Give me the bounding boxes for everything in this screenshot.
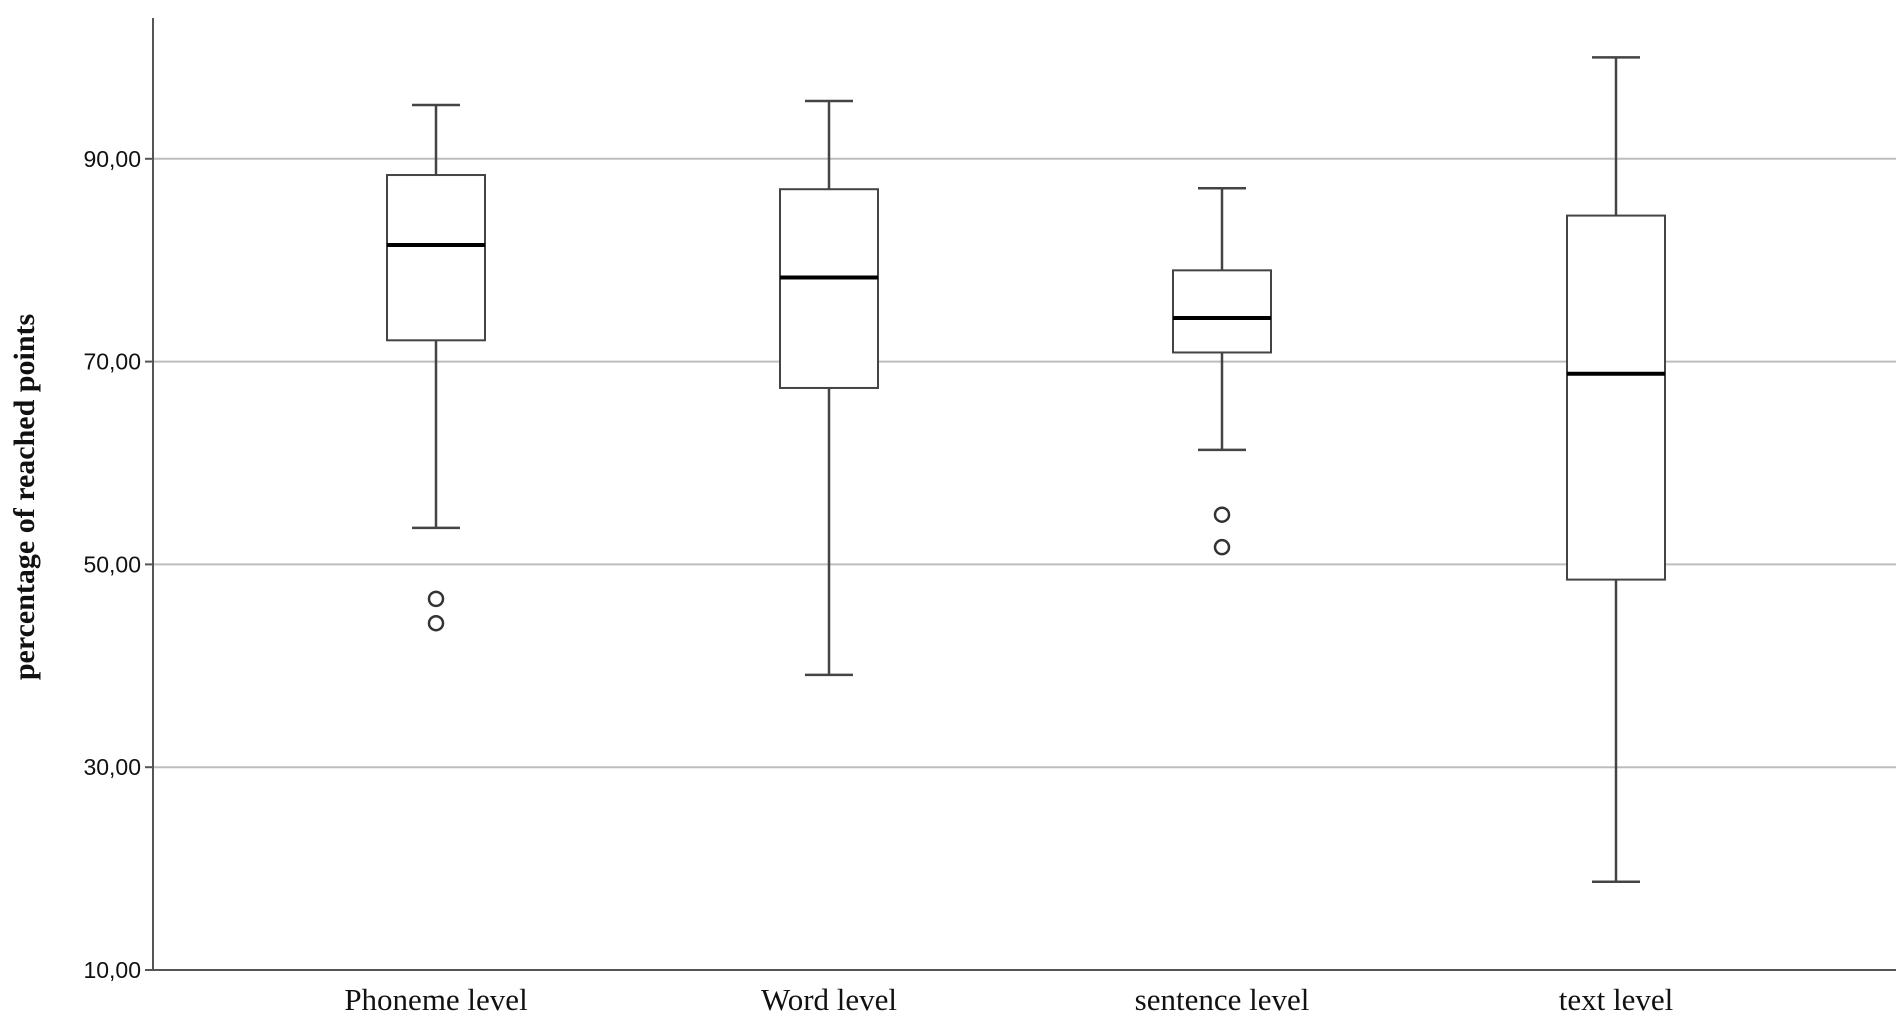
iqr-box [1566, 214, 1666, 581]
y-tick-label: 30,00 [83, 754, 141, 780]
boxes [386, 56, 1666, 884]
x-category-labels: Phoneme level Word level sentence level tex… [344, 982, 1673, 1017]
x-category-label: Phoneme level [344, 982, 527, 1017]
box-group [1172, 186, 1272, 556]
x-category-label: Word level [761, 982, 897, 1017]
y-tick-labels: 10,00 30,00 50,00 70,00 90,00 [83, 146, 141, 983]
box-group [779, 99, 879, 677]
y-axis-title: percentage of reached points [8, 314, 41, 680]
box-group [1566, 56, 1666, 884]
axes [145, 18, 1896, 971]
y-tick-label: 10,00 [83, 957, 141, 983]
outlier-point [1213, 538, 1231, 556]
iqr-box [386, 174, 486, 342]
iqr-box [779, 188, 879, 389]
x-category-label: sentence level [1135, 982, 1310, 1017]
box-group [386, 103, 486, 632]
y-tick-label: 50,00 [83, 551, 141, 577]
x-category-label: text level [1559, 982, 1673, 1017]
y-tick-label: 90,00 [83, 146, 141, 172]
outlier-point [427, 614, 445, 632]
y-tick-label: 70,00 [83, 349, 141, 375]
outlier-point [427, 590, 445, 608]
iqr-box [1172, 269, 1272, 354]
outlier-point [1213, 506, 1231, 523]
